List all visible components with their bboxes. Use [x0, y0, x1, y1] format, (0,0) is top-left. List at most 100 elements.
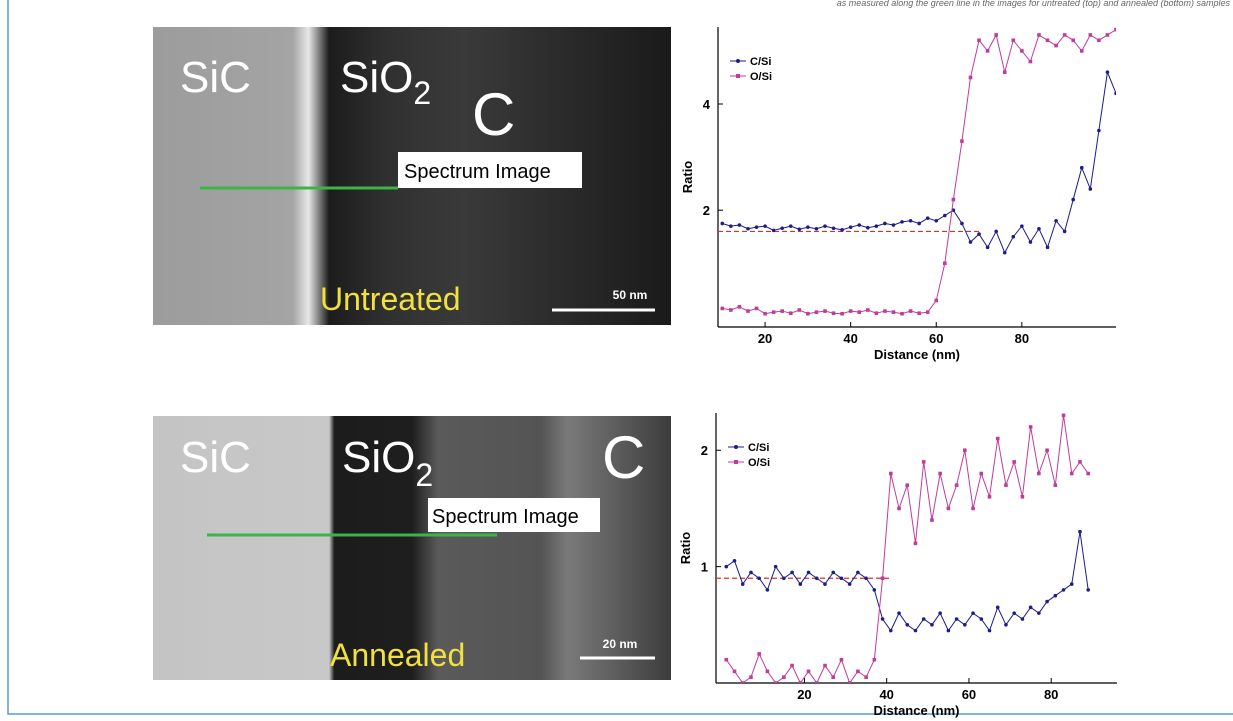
- data-point: [865, 308, 870, 312]
- data-point: [971, 611, 975, 615]
- legend-marker: [736, 59, 740, 63]
- label-box: [428, 498, 600, 532]
- y-axis-label: Ratio: [680, 161, 695, 194]
- data-point: [979, 617, 984, 621]
- data-point: [848, 309, 853, 313]
- data-point: [1020, 617, 1025, 621]
- condition-label: Annealed: [330, 637, 465, 673]
- caption: as measured along the green line in the …: [837, 0, 1231, 8]
- data-point: [732, 669, 737, 674]
- series-line: [722, 70, 1116, 254]
- data-point: [839, 576, 844, 581]
- data-point: [782, 675, 786, 679]
- data-point: [977, 38, 981, 43]
- data-point: [1071, 38, 1076, 43]
- data-point: [917, 221, 921, 226]
- data-point: [806, 669, 811, 674]
- data-point: [740, 681, 745, 683]
- legend-label: C/Si: [750, 56, 771, 68]
- x-axis-label: Distance (nm): [874, 347, 960, 362]
- data-point: [979, 471, 984, 476]
- data-point: [1045, 599, 1049, 604]
- data-point: [908, 309, 913, 313]
- data-point: [971, 506, 975, 511]
- data-point: [1020, 49, 1024, 53]
- data-point: [831, 226, 836, 231]
- image-label: SiC: [180, 53, 251, 102]
- data-point: [720, 221, 725, 226]
- x-tick-label: 80: [1044, 687, 1058, 702]
- data-point: [780, 309, 784, 313]
- data-point: [897, 611, 901, 615]
- series-line: [722, 29, 1116, 315]
- data-point: [1037, 33, 1041, 37]
- data-point: [883, 221, 887, 226]
- data-point: [1011, 234, 1016, 239]
- data-point: [746, 226, 750, 231]
- plot-area: [718, 27, 1116, 316]
- spectrum-label: Spectrum Image: [432, 506, 579, 528]
- data-point: [1086, 588, 1091, 592]
- data-point: [732, 559, 737, 563]
- data-point: [1078, 460, 1082, 464]
- data-point: [874, 311, 879, 315]
- data-point: [1086, 471, 1091, 476]
- plot: 20 40 60 80 2 4 Distance (nm) Ratio C/Si O/Si: [680, 27, 1116, 362]
- data-point: [917, 311, 921, 315]
- data-point: [773, 681, 778, 683]
- data-point: [1062, 33, 1067, 37]
- data-point: [1037, 611, 1041, 615]
- data-point: [823, 582, 827, 586]
- data-point: [905, 483, 910, 487]
- data-point: [814, 226, 819, 231]
- data-point: [806, 311, 810, 316]
- data-point: [995, 436, 1000, 441]
- data-point: [1069, 471, 1074, 476]
- data-point: [1028, 605, 1033, 610]
- data-point: [891, 223, 896, 227]
- data-point: [960, 139, 964, 143]
- data-point: [1088, 187, 1093, 191]
- image-label: SiO2: [340, 53, 431, 111]
- data-point: [905, 623, 910, 627]
- data-point: [746, 309, 750, 313]
- data-point: [963, 448, 967, 453]
- data-point: [857, 223, 862, 227]
- spectrum-label: Spectrum Image: [404, 161, 551, 183]
- data-point: [883, 309, 887, 313]
- data-point: [847, 582, 852, 586]
- data-point: [946, 506, 951, 511]
- data-point: [1114, 27, 1116, 32]
- data-point: [1011, 38, 1016, 43]
- data-point: [1004, 623, 1008, 627]
- data-point: [724, 657, 729, 662]
- data-point: [831, 675, 836, 679]
- data-point: [925, 310, 930, 314]
- legend-label: O/Si: [750, 71, 772, 83]
- data-point: [864, 675, 868, 679]
- data-point: [985, 49, 990, 53]
- label-subscript: 2: [415, 457, 433, 493]
- data-point: [865, 225, 870, 230]
- y-tick-label: 2: [703, 203, 710, 218]
- data-point: [930, 623, 934, 627]
- data-point: [891, 310, 896, 314]
- data-point: [1097, 38, 1101, 43]
- scale-bar-label: 20 nm: [603, 637, 638, 651]
- data-point: [938, 611, 942, 615]
- x-tick-label: 60: [962, 687, 976, 702]
- data-point: [994, 33, 998, 37]
- image-label: C: [602, 424, 645, 491]
- data-point: [872, 657, 877, 662]
- data-point: [968, 75, 973, 80]
- data-point: [757, 652, 761, 656]
- data-point: [1028, 59, 1033, 64]
- data-point: [1078, 529, 1082, 534]
- data-point: [946, 628, 951, 633]
- data-point: [908, 219, 913, 223]
- label-subscript: 2: [413, 75, 431, 111]
- data-point: [900, 220, 904, 224]
- y-axis-label: Ratio: [678, 532, 693, 565]
- data-point: [798, 681, 803, 683]
